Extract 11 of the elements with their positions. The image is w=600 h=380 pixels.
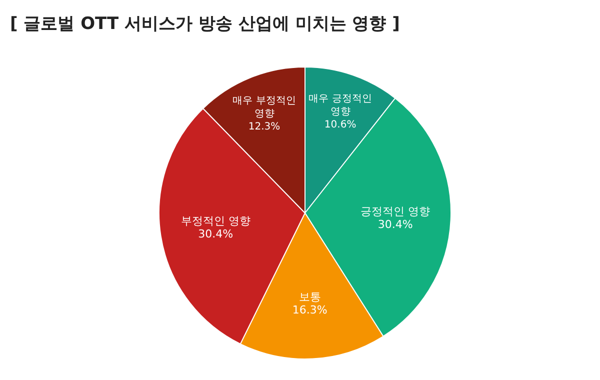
slice-label: 긍정적인 영향 bbox=[360, 204, 430, 218]
data-label: 16.3% bbox=[292, 304, 328, 317]
data-label: 30.4% bbox=[378, 218, 413, 231]
slice-label: 보통 bbox=[298, 290, 321, 304]
slice-label: 매우 부정적인 영향 bbox=[232, 95, 296, 120]
data-label: 10.6% bbox=[324, 119, 356, 130]
data-label: 30.4% bbox=[198, 228, 234, 241]
slice-label: 매우 긍정적인 영향 bbox=[308, 93, 372, 118]
chart-title: [ 글로벌 OTT 서비스가 방송 산업에 미치는 영향 ] bbox=[9, 13, 401, 36]
slice-label: 부정적인 영향 bbox=[180, 214, 250, 228]
data-label: 12.3% bbox=[248, 121, 280, 132]
